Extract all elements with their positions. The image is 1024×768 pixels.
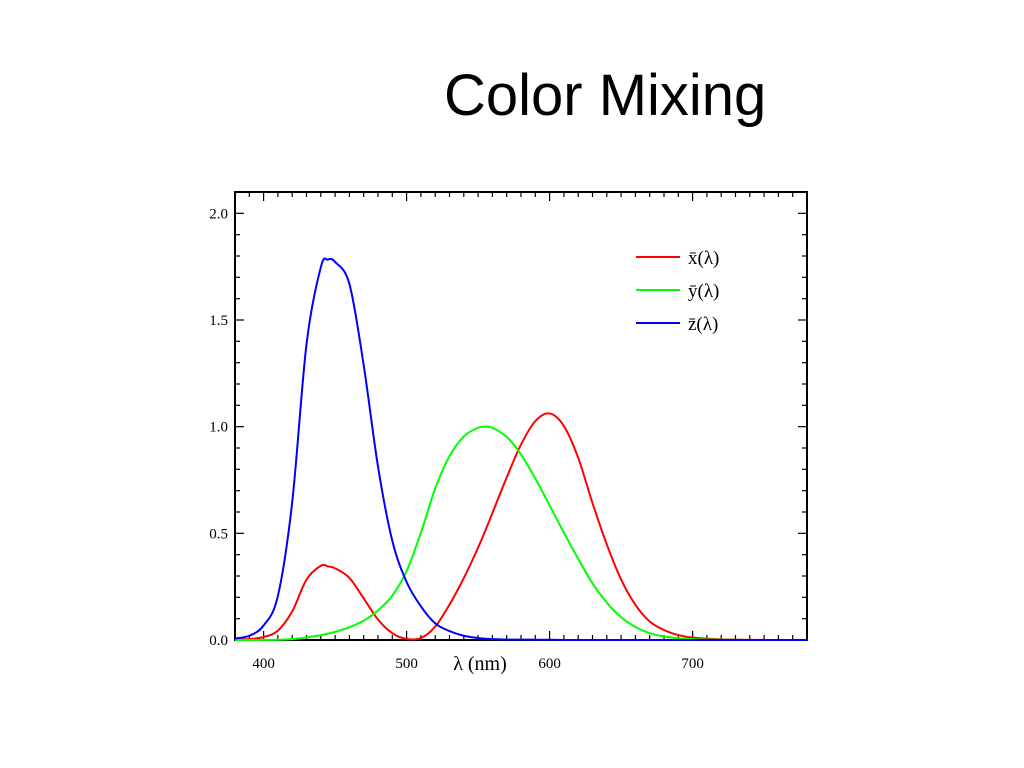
series-lines (234, 257, 808, 642)
plot-frame (234, 191, 808, 641)
x-tick-label: 700 (681, 656, 704, 672)
legend-item-z-bar: z̄(λ) (636, 314, 718, 335)
legend-label: ȳ(λ) (688, 281, 719, 302)
series-y-bar-line (234, 425, 808, 641)
x-tick-label: 400 (252, 656, 275, 672)
y-tick-label: 1.5 (209, 313, 228, 329)
legend-label: z̄(λ) (688, 314, 718, 335)
y-tick-label: 1.0 (209, 420, 228, 436)
series-z-bar-line (234, 257, 807, 642)
legend-label: x̄(λ) (688, 248, 719, 269)
y-tick-label: 2.0 (209, 206, 228, 222)
y-tick-labels: 0.0 0.5 1.0 1.5 2.0 (209, 206, 228, 649)
x-tick-label: 600 (538, 656, 561, 672)
series-x-bar-line (234, 412, 808, 641)
y-tick-label: 0.0 (209, 633, 228, 649)
x-tick-label: 500 (395, 656, 418, 672)
legend: x̄(λ) ȳ(λ) z̄(λ) (636, 248, 719, 335)
y-tick-label: 0.5 (209, 526, 228, 542)
legend-item-y-bar: ȳ(λ) (636, 281, 719, 302)
legend-item-x-bar: x̄(λ) (636, 248, 719, 269)
tick-marks (234, 191, 808, 641)
x-tick-labels: 400 500 600 700 (252, 656, 703, 672)
slide-title: Color Mixing (444, 63, 767, 128)
x-axis-label: λ (nm) (453, 653, 507, 675)
